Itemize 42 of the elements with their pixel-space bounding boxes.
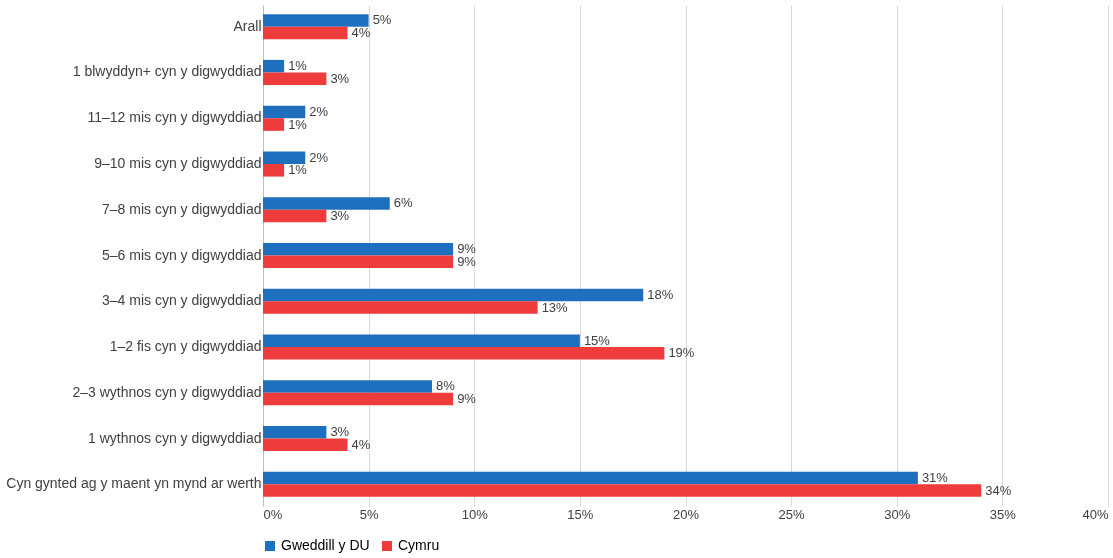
x-tick-label: 10% — [461, 506, 489, 522]
x-tick-label: 0% — [263, 506, 283, 522]
data-label: 34% — [985, 482, 1012, 498]
y-tick-label: 3–4 mis cyn y digwyddiad — [101, 292, 262, 309]
y-tick-label: 1–2 fis cyn y digwyddiad — [109, 338, 262, 355]
data-label: 3% — [330, 70, 350, 86]
data-label: 3% — [330, 208, 350, 224]
legend-label: Cymru — [398, 537, 440, 553]
y-tick-label: 2–3 wythnos cyn y digwyddiad — [72, 383, 262, 400]
y-tick-label: 7–8 mis cyn y digwyddiad — [101, 200, 262, 217]
x-tick-label: 5% — [359, 506, 379, 522]
y-tick-label: 1 wythnos cyn y digwyddiad — [87, 429, 262, 446]
x-tick-label: 15% — [567, 506, 594, 522]
data-label: 9% — [457, 391, 477, 407]
y-tick-label: 5–6 mis cyn y digwyddiad — [101, 246, 262, 263]
x-tick-label: 35% — [989, 506, 1017, 522]
legend-label: Gweddill y DU — [281, 537, 370, 553]
x-tick-label: 30% — [884, 506, 911, 522]
data-label: 18% — [647, 286, 674, 302]
data-label: 15% — [583, 332, 611, 348]
y-tick-label: Arall — [233, 17, 262, 34]
y-tick-label: 11–12 mis cyn y digwyddiad — [87, 109, 262, 126]
data-label: 1% — [288, 116, 308, 132]
data-label: 6% — [393, 195, 413, 211]
data-label: 8% — [436, 378, 456, 394]
data-label: 1% — [288, 162, 308, 178]
y-tick-label: Cyn gynted ag y maent yn mynd ar werth — [6, 475, 262, 492]
data-label: 5% — [372, 12, 392, 28]
x-tick-label: 40% — [1082, 506, 1109, 522]
data-label: 19% — [668, 345, 695, 361]
data-label: 4% — [351, 436, 371, 452]
data-label: 31% — [921, 469, 949, 485]
data-label: 4% — [351, 25, 371, 41]
x-tick-label: 20% — [672, 506, 700, 522]
y-tick-label: 9–10 mis cyn y digwyddiad — [94, 154, 262, 171]
data-label: 3% — [330, 424, 350, 440]
data-label: 1% — [288, 58, 308, 74]
y-tick-label: 1 blwyddyn+ cyn y digwyddiad — [72, 63, 262, 80]
data-label: 13% — [541, 299, 569, 315]
data-label: 2% — [309, 103, 329, 119]
data-label: 2% — [309, 149, 329, 165]
x-tick-label: 25% — [778, 506, 806, 522]
